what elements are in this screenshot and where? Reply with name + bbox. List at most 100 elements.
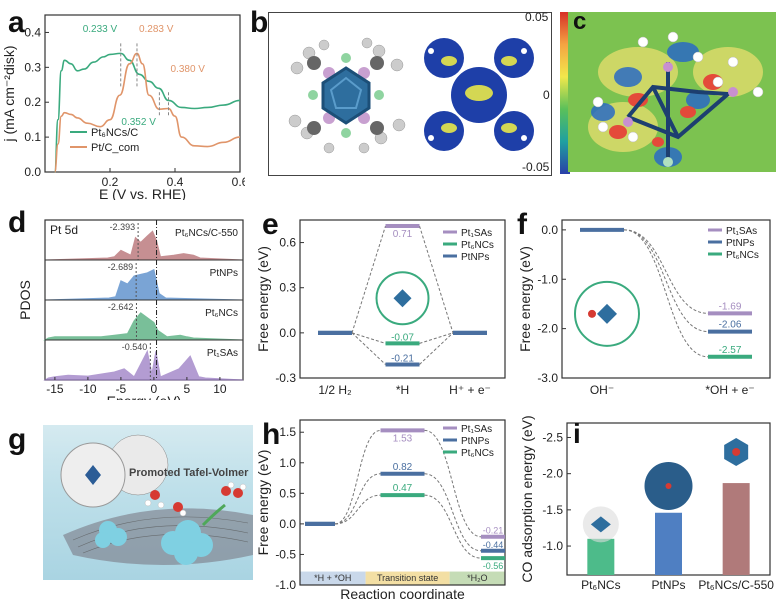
bar-2 [722,483,750,575]
panel-label-h: h [262,418,281,451]
x-tick-label: 0.4 [167,175,184,189]
y-tick-label: 0.0 [279,517,296,531]
connector-line [424,429,482,538]
connector-line [623,229,709,333]
y-tick-label: 0.3 [24,60,41,74]
y-tick-label: 0.0 [279,326,296,340]
category-band [449,571,505,585]
y-tick-label: 0.6 [279,236,296,250]
bar-1 [655,512,682,575]
y-tick-label: -3.0 [537,371,558,385]
colorbar-max-label: 0.05 [525,10,549,24]
y-tick-label: -1.5 [542,503,563,517]
panel-label-i: i [573,418,581,449]
connector-line [334,494,381,525]
legend-label: Pt₆NCs [461,240,494,251]
charge-density-map-icon [424,38,534,151]
pdos-area-0 [44,230,244,261]
connector-line [334,473,381,525]
panel-c-charge-map [568,12,776,172]
cluster-icon [597,303,617,324]
panel-label-d: d [8,206,27,239]
x-category-label: *H [396,383,409,395]
inset-circle [574,280,640,347]
connector-line [351,225,386,334]
value-label: 0.47 [393,483,413,494]
x-tick-label: -15 [46,382,64,396]
x-axis-label: Reaction coordinate [340,586,465,600]
plot-frame [299,219,506,379]
y-tick-label: 0.4 [24,25,41,39]
plot-frame [299,419,506,586]
y-axis-label: j (mA cm⁻²disk) [1,45,17,142]
legend-label: PtNPs [461,252,489,263]
y-tick-label: -1.0 [542,539,563,553]
chart-a-lsv: 0.0 0.1 0.2 0.3 0.4 0.2 0.4 0.6 E (V vs. RHE) j (… [1,14,245,200]
y-tick-label: 1.5 [279,425,296,439]
pdos-area-1 [44,268,244,301]
y-axis-label: PDOS [17,280,33,320]
connector-line [623,229,709,358]
legend-label: Pt₁SAs [726,226,757,237]
y-axis-label: CO adsorption energy (eV) [519,415,535,582]
plot-frame [44,14,241,173]
co-molecule-icon [732,447,741,456]
y-tick-label: -0.3 [275,371,296,385]
series-label: PtNPs [210,268,238,279]
y-axis-label: Free energy (eV) [255,450,271,556]
legend-label: PtNPs [461,436,489,447]
chart-d-pdos: -2.393 Pt₆NCs/C-550 -2.689 PtNPs -2.642 Pt₆NC… [17,219,244,400]
value-label: -0.07 [391,332,414,343]
series-line-1 [53,52,241,173]
d-band-center-label: -0.540 [122,342,148,352]
value-label: -2.57 [719,345,742,356]
cluster-icon [393,289,412,308]
bar-0 [587,538,615,575]
connector-line [419,225,454,334]
value-label: -0.21 [483,526,504,536]
y-tick-label: 0.0 [24,165,41,179]
panel-g-illustration: Promoted Tafel-Volmer [43,425,253,580]
corner-label: Pt 5d [50,223,78,237]
chart-e-her-free-energy: -0.3 0.0 0.3 0.6 Free energy (eV) 0.71 Pt₁SAs -… [255,219,506,395]
y-tick-label: -2.0 [537,322,558,336]
y-axis-label: Free energy (eV) [517,246,533,352]
value-label: -0.44 [483,540,504,550]
co-molecule-icon [665,482,672,489]
connector-line [424,494,482,559]
value-label: -1.69 [719,301,742,312]
plot-frame [561,219,771,379]
x-tick-label: 0 [151,382,158,396]
panel-g-caption: Promoted Tafel-Volmer [129,467,249,479]
chart-h-reaction-free-energy: *H + *OH Transition state *H₂O -1.0 -0.5 0.0 0… [255,419,506,600]
y-tick-label: 1.0 [279,456,296,470]
y-tick-label: 0.3 [279,281,296,295]
chart-i-co-adsorption: i -1.0 -1.5 -2.0 -2.5 CO adsorption energy (e… [519,415,774,592]
molecule-illustrations [288,37,534,154]
legend-label: PtNPs [726,238,754,249]
series-label: Pt₆NCs/C-550 [175,228,238,239]
connector-line [424,473,482,552]
x-category-label: PtNPs [651,578,685,592]
panel-label-b: b [250,6,269,39]
d-band-center-label: -2.642 [108,302,134,312]
y-tick-label: -2.0 [542,467,563,481]
connector-line [334,429,381,525]
colorbar [560,12,570,174]
chart-f-oh-free-energy: -3.0 -2.0 -1.0 0.0 Free energy (eV) -1.69 Pt₁S… [517,219,771,395]
molecule-structure-icon [288,37,406,154]
y-tick-label: 0.2 [24,95,41,109]
value-label: -0.21 [391,353,414,364]
connector-line [419,332,454,344]
d-band-center-label: -2.689 [108,262,134,272]
x-tick-label: -5 [116,382,127,396]
x-category-label: OH⁻ [590,383,614,395]
legend-label: Pt₆NCs/C [91,127,138,139]
category-band-label: *H + *OH [314,573,351,583]
legend-label: Pt₆NCs [726,250,759,261]
annotation-label: 0.283 V [139,24,174,35]
panel-label-g: g [8,423,27,456]
connector-line [623,229,709,314]
category-band-label: *H₂O [467,573,488,583]
x-category-label: Pt₆NCs [581,578,621,592]
